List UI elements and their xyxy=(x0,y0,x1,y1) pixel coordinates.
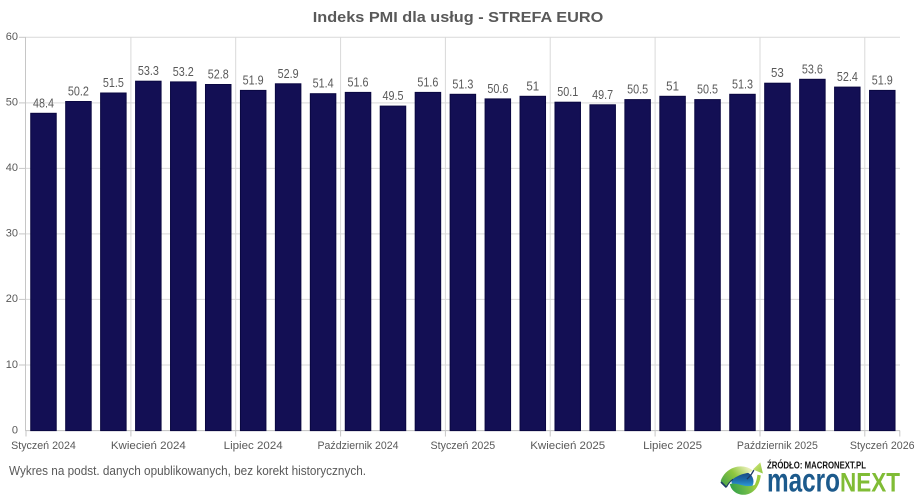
svg-text:Kwiecień 2024: Kwiecień 2024 xyxy=(111,440,186,452)
svg-text:53.6: 53.6 xyxy=(802,61,823,76)
svg-text:50.2: 50.2 xyxy=(68,84,89,99)
svg-text:Lipiec 2024: Lipiec 2024 xyxy=(224,440,283,452)
svg-text:Październik 2024: Październik 2024 xyxy=(318,440,399,452)
svg-text:40: 40 xyxy=(6,162,18,174)
svg-text:48.4: 48.4 xyxy=(33,95,54,110)
svg-text:51.9: 51.9 xyxy=(872,72,893,87)
svg-text:52.8: 52.8 xyxy=(208,67,229,82)
svg-text:51.4: 51.4 xyxy=(313,76,334,91)
svg-text:Wykres na podst. danych opubli: Wykres na podst. danych opublikowanych, … xyxy=(9,463,366,478)
svg-text:50: 50 xyxy=(6,97,18,109)
svg-text:50.5: 50.5 xyxy=(697,82,718,97)
svg-text:Lipiec 2025: Lipiec 2025 xyxy=(643,440,702,452)
svg-text:0: 0 xyxy=(12,424,18,436)
svg-text:51.9: 51.9 xyxy=(243,72,264,87)
svg-text:macro: macro xyxy=(767,461,840,498)
svg-text:53: 53 xyxy=(771,65,784,80)
svg-text:NEXT: NEXT xyxy=(840,467,900,497)
svg-text:Styczeń 2025: Styczeń 2025 xyxy=(431,440,496,452)
svg-text:53.3: 53.3 xyxy=(138,63,159,78)
svg-text:51: 51 xyxy=(526,78,539,93)
svg-text:52.4: 52.4 xyxy=(837,69,858,84)
svg-text:Październik 2025: Październik 2025 xyxy=(737,440,818,452)
svg-text:30: 30 xyxy=(6,228,18,240)
svg-text:ŹRÓDŁO: MACRONEXT.PL: ŹRÓDŁO: MACRONEXT.PL xyxy=(767,459,866,472)
svg-text:60: 60 xyxy=(6,31,18,43)
svg-text:50.6: 50.6 xyxy=(487,81,508,96)
svg-text:Styczeń 2026: Styczeń 2026 xyxy=(850,440,915,452)
svg-text:51.5: 51.5 xyxy=(103,75,124,90)
svg-text:20: 20 xyxy=(6,293,18,305)
svg-text:50.1: 50.1 xyxy=(557,84,578,99)
svg-text:52.9: 52.9 xyxy=(278,66,299,81)
svg-text:51.3: 51.3 xyxy=(732,76,753,91)
svg-text:51.6: 51.6 xyxy=(348,74,369,89)
svg-text:51.6: 51.6 xyxy=(417,74,438,89)
svg-text:53.2: 53.2 xyxy=(173,64,194,79)
svg-text:Indeks PMI dla usług - STREFA: Indeks PMI dla usług - STREFA EURO xyxy=(313,9,604,26)
svg-text:49.7: 49.7 xyxy=(592,87,613,102)
svg-text:51.3: 51.3 xyxy=(452,76,473,91)
svg-text:51: 51 xyxy=(666,78,679,93)
svg-text:Styczeń 2024: Styczeń 2024 xyxy=(11,440,76,452)
svg-text:10: 10 xyxy=(6,359,18,371)
svg-text:50.5: 50.5 xyxy=(627,82,648,97)
svg-text:49.5: 49.5 xyxy=(382,88,403,103)
svg-text:Kwiecień 2025: Kwiecień 2025 xyxy=(530,440,605,452)
